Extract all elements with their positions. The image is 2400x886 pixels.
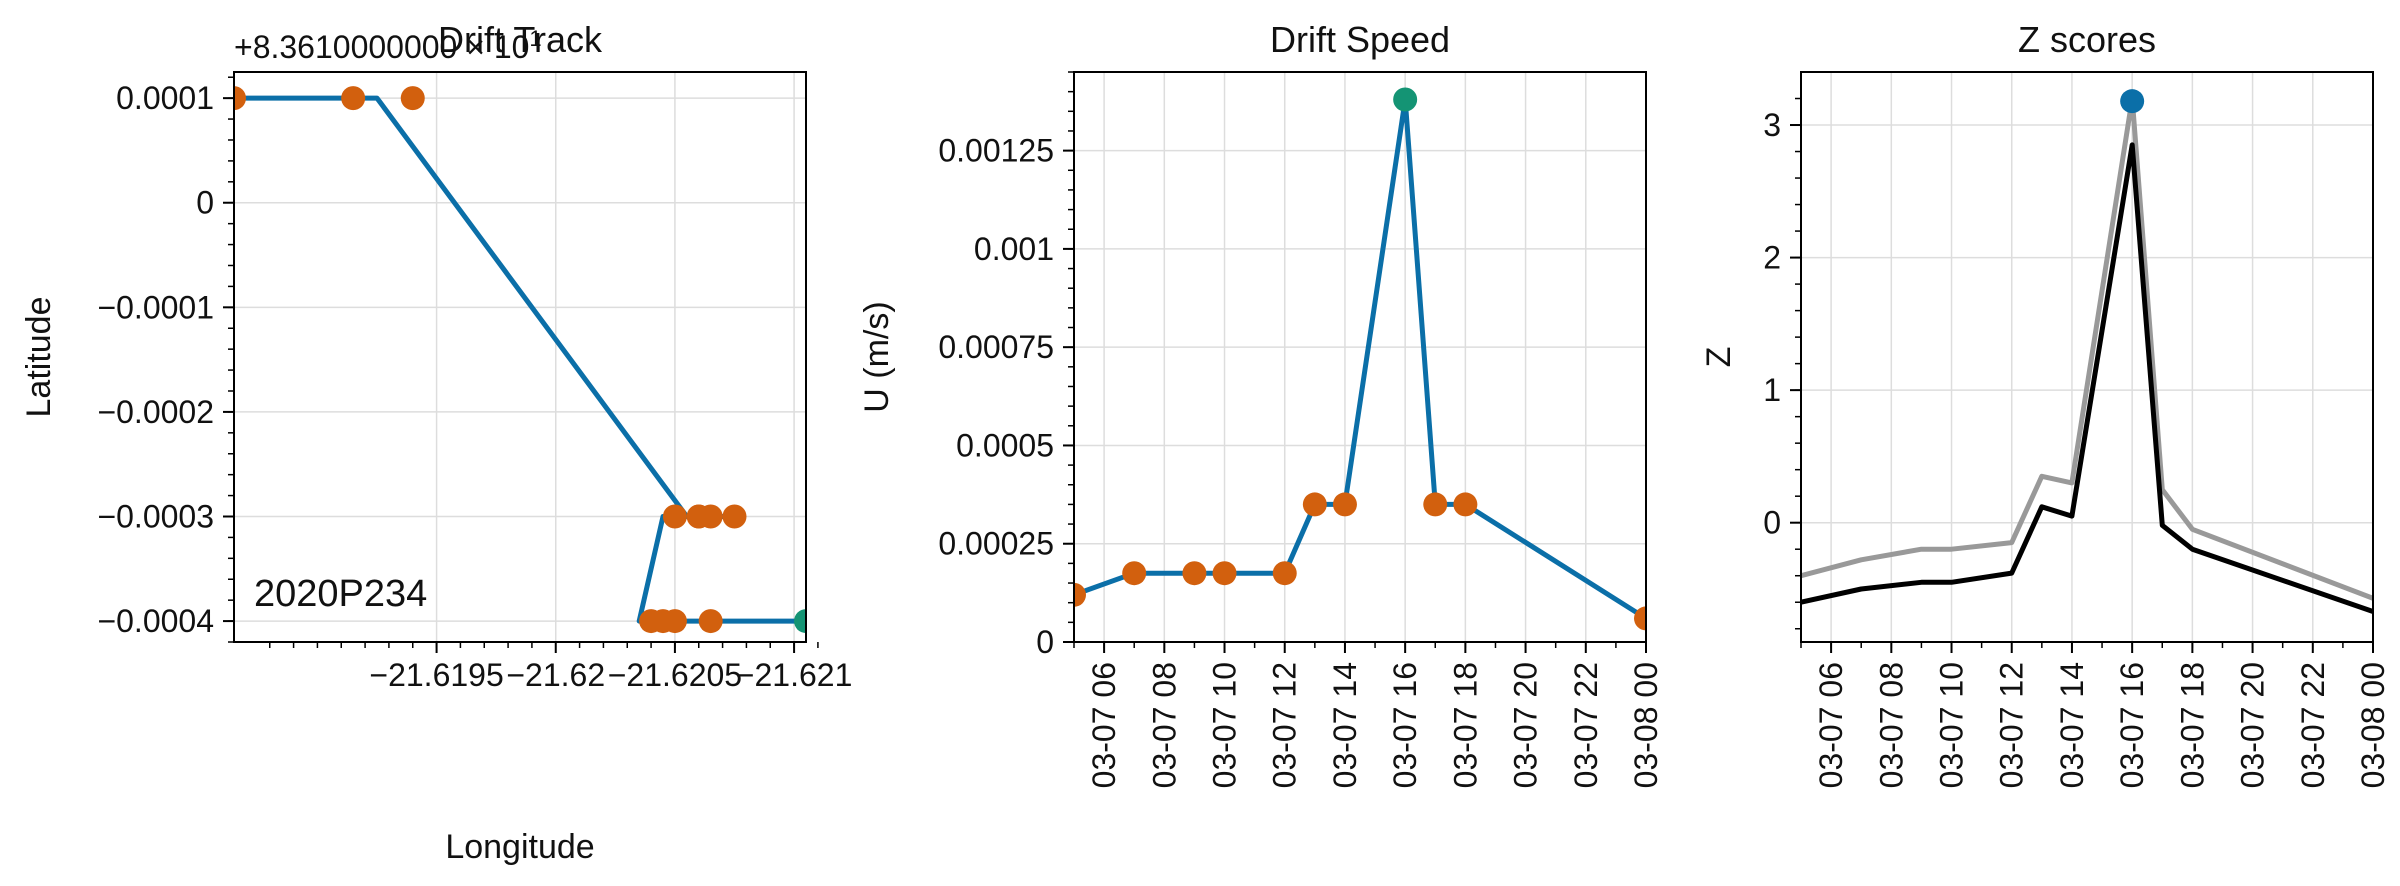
x-tick-label: −21.6195 <box>369 657 503 693</box>
drift-track-line <box>234 95 806 624</box>
plot-area <box>1801 89 2373 614</box>
y-tick-label: 0 <box>1036 624 1054 660</box>
plot-area <box>234 86 806 634</box>
y-axis-label: Z <box>1700 347 1738 368</box>
speed-point-highlight <box>1393 87 1418 112</box>
y-tick-label: 0.00025 <box>938 526 1054 562</box>
chart-title: Drift Track <box>438 19 603 60</box>
chart-panel-1: 0.0001 0 −0.0001 −0.0002 −0.0003 −0.0004 −21.6… <box>20 19 852 866</box>
y-tick-label: 0.00125 <box>938 133 1054 169</box>
speed-point <box>1272 561 1297 586</box>
chart-title: Z scores <box>2018 19 2156 60</box>
x-tick-label: 03-07 06 <box>1813 662 1849 788</box>
plot-area <box>1074 87 1646 631</box>
x-tick-label: 03-08 00 <box>1628 662 1664 788</box>
speed-point <box>1212 561 1237 586</box>
speed-point <box>1074 582 1086 607</box>
x-tick-label: 03-07 16 <box>1387 662 1423 788</box>
y-tick-label: 2 <box>1763 240 1781 276</box>
track-point <box>722 504 747 529</box>
speed-point <box>1332 492 1357 517</box>
y-tick-label: −0.0004 <box>97 603 214 639</box>
speed-point <box>1423 492 1448 517</box>
x-tick-label: 03-07 16 <box>2114 662 2150 788</box>
y-tick-label: 0.001 <box>974 231 1054 267</box>
track-point <box>662 504 687 529</box>
z-series-gray <box>1801 96 2373 601</box>
y-tick-label: −0.0002 <box>97 394 214 430</box>
speed-point <box>1453 492 1478 517</box>
y-tick-label: 0 <box>196 185 214 221</box>
x-tick-label: 03-07 12 <box>1267 662 1303 788</box>
z-series-black <box>1801 142 2373 614</box>
x-tick-label: 03-07 10 <box>1934 662 1970 788</box>
y-tick-label: −0.0001 <box>97 289 214 325</box>
y-tick-label: −0.0003 <box>97 498 214 534</box>
y-tick-label: 0.00075 <box>938 329 1054 365</box>
x-tick-label: 03-07 10 <box>1207 662 1243 788</box>
y-tick-label: 0.0005 <box>956 427 1054 463</box>
speed-line <box>1074 97 1646 621</box>
speed-point <box>1302 492 1327 517</box>
track-point <box>662 609 687 634</box>
x-tick-label: 03-07 08 <box>1873 662 1909 788</box>
x-tick-label: 03-07 06 <box>1086 662 1122 788</box>
y-tick-label: 0.0001 <box>116 80 214 116</box>
x-tick-label: −21.62 <box>506 657 605 693</box>
x-tick-label: −21.621 <box>736 657 853 693</box>
track-point-highlight <box>794 609 806 634</box>
z-point-highlight <box>2120 89 2145 114</box>
chart-panel-3: 3 2 1 0 03-07 06 03-07 08 03-07 10 03-07 12 03-0… <box>1700 19 2391 788</box>
axes-frame <box>1073 71 1647 643</box>
track-point <box>234 86 246 111</box>
axis-offset-label: +8.3610000000 × 101 <box>234 26 542 65</box>
x-axis-label: Longitude <box>445 828 594 866</box>
x-tick-label: 03-07 08 <box>1146 662 1182 788</box>
x-tick-label: 03-07 14 <box>1327 662 1363 788</box>
chart-panel-2: 0.00125 0.001 0.00075 0.0005 0.00025 0 03-07 0… <box>858 19 1664 788</box>
track-point <box>400 86 425 111</box>
x-tick-label: 03-07 22 <box>2295 662 2331 788</box>
buoy-id-annotation: 2020P234 <box>254 573 427 615</box>
speed-point <box>1634 606 1646 631</box>
track-point <box>698 504 723 529</box>
x-tick-label: 03-07 12 <box>1994 662 2030 788</box>
x-tick-label: 03-07 18 <box>2174 662 2210 788</box>
axes-frame <box>1800 71 2374 643</box>
chart-title: Drift Speed <box>1270 19 1450 60</box>
track-point <box>698 609 723 634</box>
track-point <box>341 86 366 111</box>
speed-point <box>1122 561 1147 586</box>
x-tick-label: −21.6205 <box>608 657 742 693</box>
x-tick-label: 03-08 00 <box>2355 662 2391 788</box>
axis-offset-exponent: 1 <box>529 26 541 51</box>
axes-frame <box>233 71 807 643</box>
x-tick-label: 03-07 20 <box>2235 662 2271 788</box>
x-tick-label: 03-07 14 <box>2054 662 2090 788</box>
y-tick-label: 0 <box>1763 505 1781 541</box>
y-axis-label: U (m/s) <box>858 301 896 412</box>
x-tick-label: 03-07 22 <box>1568 662 1604 788</box>
x-tick-label: 03-07 20 <box>1508 662 1544 788</box>
y-axis-label: Latitude <box>20 297 58 418</box>
y-tick-label: 1 <box>1763 372 1781 408</box>
x-tick-label: 03-07 18 <box>1447 662 1483 788</box>
y-tick-label: 3 <box>1763 107 1781 143</box>
speed-point <box>1182 561 1207 586</box>
